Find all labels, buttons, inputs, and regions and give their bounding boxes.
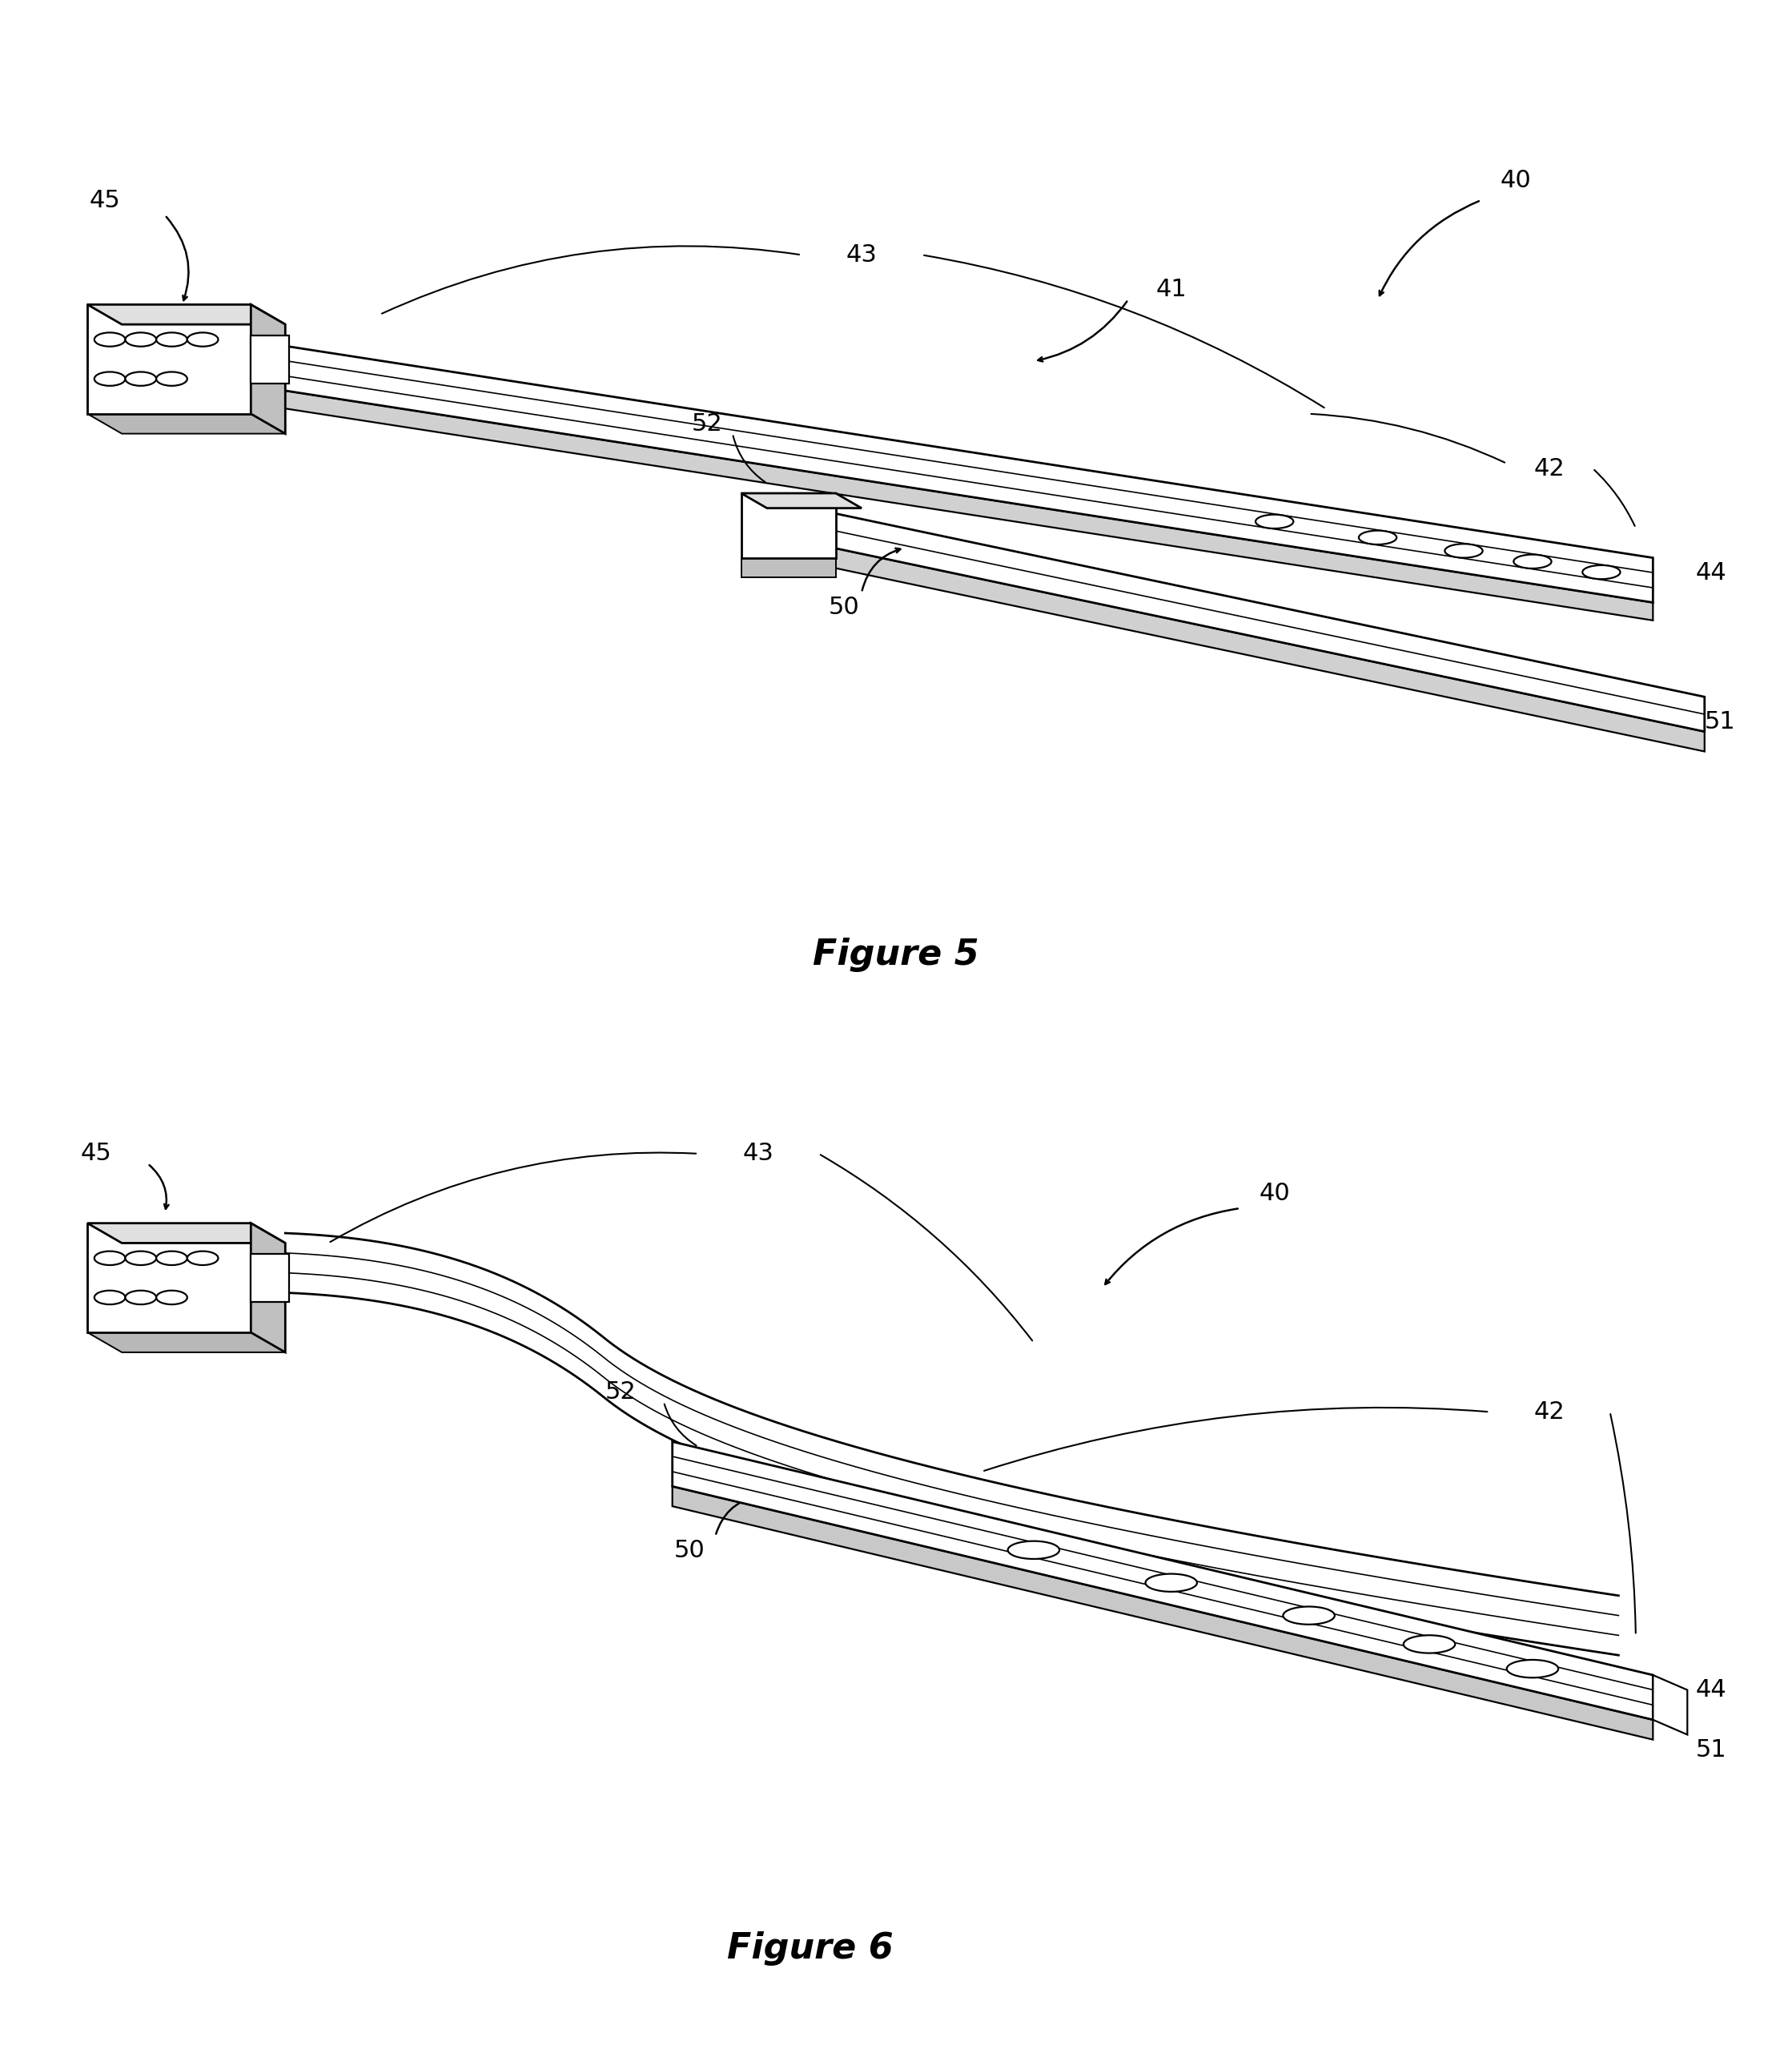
- Polygon shape: [88, 1223, 251, 1332]
- Ellipse shape: [1444, 544, 1482, 559]
- Ellipse shape: [1145, 1575, 1197, 1591]
- Ellipse shape: [1283, 1608, 1335, 1624]
- Text: 45: 45: [81, 1142, 111, 1165]
- Polygon shape: [251, 1223, 285, 1353]
- Polygon shape: [251, 335, 289, 383]
- Text: 44: 44: [1695, 1678, 1727, 1701]
- Text: 50: 50: [830, 596, 860, 619]
- Polygon shape: [88, 1223, 285, 1243]
- Polygon shape: [1652, 1676, 1688, 1734]
- Polygon shape: [672, 1442, 1652, 1719]
- Ellipse shape: [95, 1252, 125, 1264]
- Polygon shape: [285, 1233, 1618, 1655]
- Text: 44: 44: [1695, 561, 1727, 583]
- Text: 41: 41: [1156, 277, 1186, 302]
- Ellipse shape: [95, 333, 125, 346]
- Text: 45: 45: [90, 188, 120, 211]
- Ellipse shape: [186, 1252, 219, 1264]
- Polygon shape: [251, 1254, 289, 1301]
- Text: 40: 40: [1260, 1181, 1290, 1204]
- Polygon shape: [242, 385, 1652, 621]
- Polygon shape: [251, 304, 285, 434]
- Ellipse shape: [156, 1291, 186, 1303]
- Polygon shape: [88, 1332, 285, 1353]
- Ellipse shape: [95, 372, 125, 385]
- Ellipse shape: [125, 1291, 156, 1303]
- Ellipse shape: [95, 1291, 125, 1303]
- Polygon shape: [810, 542, 1704, 751]
- Polygon shape: [88, 304, 251, 414]
- Text: Figure 6: Figure 6: [728, 1930, 892, 1966]
- Text: 52: 52: [606, 1380, 636, 1403]
- Ellipse shape: [1514, 554, 1552, 569]
- Ellipse shape: [125, 333, 156, 346]
- Ellipse shape: [1007, 1541, 1059, 1558]
- Ellipse shape: [125, 372, 156, 385]
- Polygon shape: [88, 304, 285, 325]
- Ellipse shape: [1507, 1659, 1559, 1678]
- Ellipse shape: [156, 372, 186, 385]
- Text: 51: 51: [1704, 710, 1736, 732]
- Ellipse shape: [1582, 565, 1620, 579]
- Polygon shape: [742, 492, 862, 509]
- Text: 43: 43: [744, 1142, 774, 1165]
- Text: 40: 40: [1500, 170, 1530, 192]
- Ellipse shape: [156, 333, 186, 346]
- Polygon shape: [672, 1486, 1652, 1740]
- Ellipse shape: [156, 1252, 186, 1264]
- Polygon shape: [742, 559, 835, 577]
- Text: 42: 42: [1534, 1401, 1564, 1423]
- Text: 43: 43: [846, 244, 876, 267]
- Ellipse shape: [1256, 515, 1294, 528]
- Text: 50: 50: [674, 1539, 704, 1562]
- Ellipse shape: [1358, 530, 1396, 544]
- Polygon shape: [88, 414, 285, 434]
- Text: 52: 52: [692, 412, 722, 434]
- Text: Figure 5: Figure 5: [814, 937, 978, 972]
- Ellipse shape: [186, 333, 219, 346]
- Text: 42: 42: [1534, 457, 1564, 480]
- Text: 51: 51: [1695, 1738, 1727, 1761]
- Polygon shape: [810, 509, 1704, 732]
- Polygon shape: [242, 339, 1652, 602]
- Ellipse shape: [125, 1252, 156, 1264]
- Polygon shape: [742, 492, 835, 559]
- Ellipse shape: [1403, 1635, 1455, 1653]
